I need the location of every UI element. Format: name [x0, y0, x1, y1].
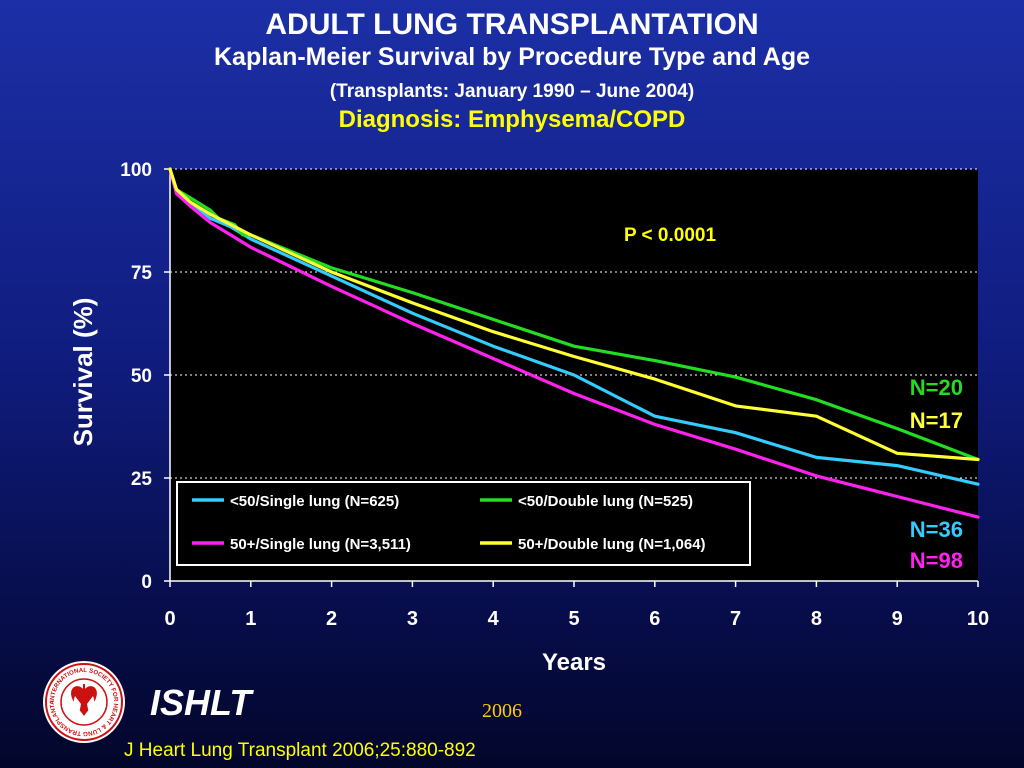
- x-tick-label: 6: [649, 608, 660, 630]
- legend: <50/Single lung (N=625) <50/Double lung (…: [176, 481, 751, 566]
- x-axis-label: Years: [542, 649, 606, 676]
- x-tick-label: 4: [488, 608, 500, 630]
- x-tick-label: 3: [407, 608, 418, 630]
- report-year: 2006: [482, 700, 522, 722]
- transplant-dates: (Transplants: January 1990 – June 2004): [329, 81, 695, 102]
- survival-chart: 0 25 50 75 100 0 1 2 3 4 5 6 7 8 9 10 Years Survival (%) P…: [68, 160, 989, 676]
- x-tick-label: 5: [568, 608, 579, 630]
- heart-lung-seal-icon: INTERNATIONAL SOCIETY FOR HEART & LUNG T…: [42, 660, 125, 743]
- y-tick-label: 25: [131, 469, 153, 490]
- y-tick-label: 75: [131, 263, 153, 284]
- y-axis-label: Survival (%): [68, 298, 98, 447]
- series-end-label: N=36: [910, 517, 963, 542]
- x-tick-label: 8: [811, 608, 822, 630]
- series-end-label: N=17: [910, 408, 963, 433]
- x-tick-label: 9: [892, 608, 903, 630]
- diagnosis-label: Diagnosis: Emphysema/COPD: [338, 106, 686, 133]
- page-title: ADULT LUNG TRANSPLANTATION: [265, 8, 759, 41]
- title-block: ADULT LUNG TRANSPLANTATION Kaplan-Meier …: [0, 8, 1024, 134]
- x-tick-label: 2: [326, 608, 337, 630]
- legend-label: 50+/Double lung (N=1,064): [518, 536, 706, 553]
- series-line: [168, 167, 980, 462]
- y-tick-label: 50: [131, 366, 152, 387]
- legend-box: [176, 481, 751, 566]
- ishlt-brand: ISHLT: [150, 682, 252, 723]
- x-tick-label: 0: [164, 608, 175, 630]
- legend-label: 50+/Single lung (N=3,511): [230, 536, 411, 553]
- p-value-annotation: P < 0.0001: [624, 225, 717, 246]
- page-subtitle: Kaplan-Meier Survival by Procedure Type …: [213, 43, 810, 71]
- x-tick-label: 7: [730, 608, 741, 630]
- x-tick-label: 1: [245, 608, 256, 630]
- legend-label: <50/Double lung (N=525): [518, 493, 693, 510]
- series-end-label: N=98: [910, 548, 963, 573]
- series-line: [168, 167, 980, 519]
- series-end-label: N=20: [910, 375, 963, 400]
- y-tick-label: 0: [141, 572, 152, 593]
- series-line: [168, 167, 980, 462]
- legend-label: <50/Single lung (N=625): [230, 493, 399, 510]
- x-tick-label: 10: [967, 608, 989, 630]
- citation: J Heart Lung Transplant 2006;25:880-892: [124, 740, 476, 761]
- y-tick-label: 100: [120, 160, 152, 181]
